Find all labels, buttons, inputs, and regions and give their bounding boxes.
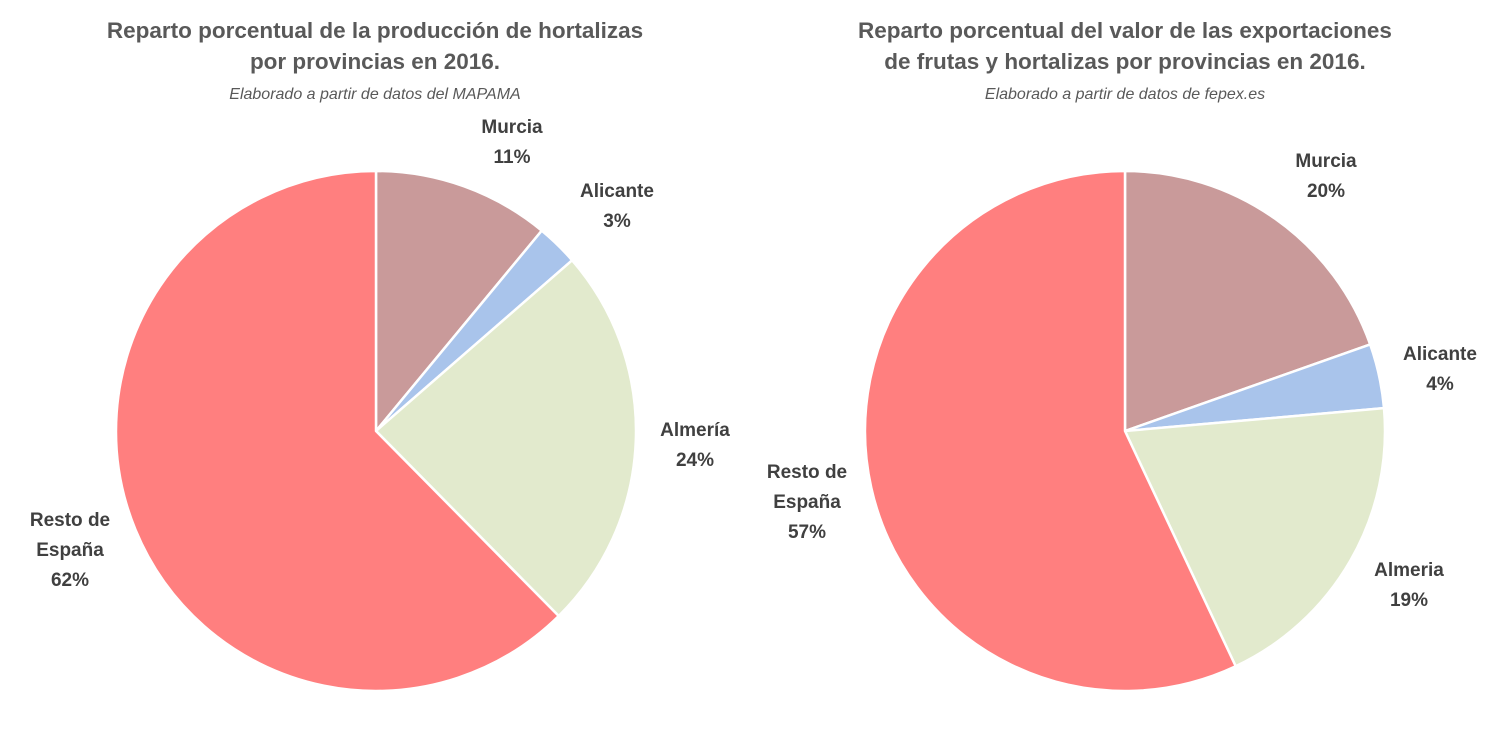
chart-title-line-1: Reparto porcentual del valor de las expo… — [858, 18, 1392, 43]
data-label-almeria: Almeria 19% — [1374, 560, 1444, 611]
data-label-name: Resto de — [30, 510, 110, 531]
data-label-percent: 57% — [788, 522, 826, 543]
data-label-name: Alicante — [1403, 344, 1477, 365]
data-label-murcia: Murcia 20% — [1295, 151, 1357, 202]
pie-slice-resto-de-espana — [114, 169, 560, 693]
pie-chart-exports: Murcia 20% Alicante 4% Almeria 19% Resto de Esp… — [767, 151, 1477, 693]
data-label-murcia: Murcia 11% — [481, 117, 543, 168]
data-label-name: España — [36, 540, 104, 561]
pie-chart-production: Murcia 11% Alicante 3% Almería 24% Resto de Esp… — [30, 117, 730, 693]
data-label-name: Resto de — [767, 462, 847, 483]
data-label-name: Murcia — [1295, 151, 1357, 172]
data-label-percent: 62% — [51, 570, 89, 591]
data-label-percent: 4% — [1426, 374, 1454, 395]
data-label-percent: 19% — [1390, 590, 1428, 611]
data-label-percent: 20% — [1307, 181, 1345, 202]
data-label-name: Almeria — [1374, 560, 1444, 581]
chart-title-line-1: Reparto porcentual de la producción de h… — [106, 18, 644, 43]
data-label-name: Alicante — [580, 181, 654, 202]
data-label-name: Almería — [660, 420, 730, 441]
data-label-name: Murcia — [481, 117, 543, 138]
pie-slice-murcia — [374, 169, 543, 433]
chart-left: Reparto porcentual de la producción de h… — [0, 15, 750, 693]
pie-slice-almeria — [1123, 406, 1387, 668]
data-label-resto-de-espana: Resto de España 57% — [767, 462, 847, 543]
data-label-name: España — [773, 492, 841, 513]
chart-title: Reparto porcentual de la producción de h… — [0, 15, 750, 77]
data-label-percent: 11% — [494, 147, 531, 168]
data-label-percent: 3% — [603, 211, 631, 232]
chart-right: Reparto porcentual del valor de las expo… — [750, 0, 1500, 751]
pie-slice-almeria — [374, 259, 638, 618]
data-label-alicante: Alicante 4% — [1403, 344, 1477, 395]
data-label-almeria: Almería 24% — [660, 420, 730, 471]
data-label-alicante: Alicante 3% — [580, 181, 654, 232]
data-label-percent: 24% — [676, 450, 714, 471]
chart-subtitle: Elaborado a partir de datos de fepex.es — [984, 86, 1266, 103]
pie-slice-resto-de-espana — [863, 169, 1237, 693]
data-label-resto-de-espana: Resto de España 62% — [30, 510, 110, 591]
chart-subtitle: Elaborado a partir de datos del MAPAMA — [229, 86, 521, 103]
chart-title-line-2: de frutas y hortalizas por provincias en… — [884, 49, 1366, 74]
chart-title-line-2: por provincias en 2016. — [249, 49, 501, 74]
chart-title: Reparto porcentual del valor de las expo… — [750, 15, 1500, 77]
